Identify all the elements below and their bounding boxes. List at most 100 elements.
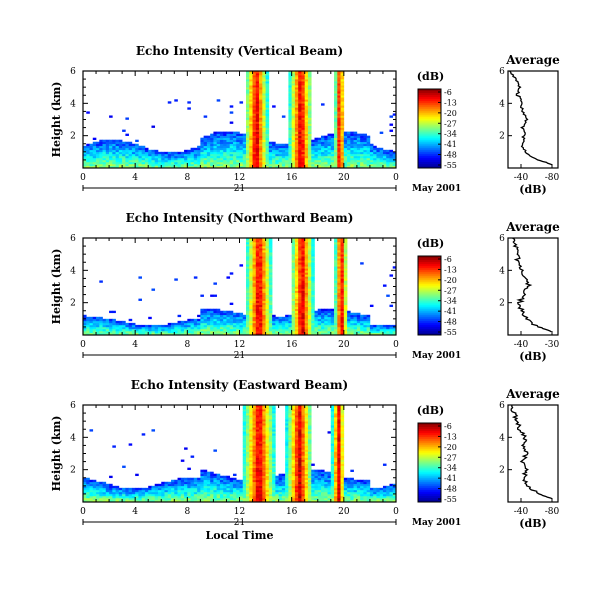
heatmap-cell: [219, 489, 224, 493]
heatmap-cell: [203, 163, 208, 167]
heatmap-cell: [334, 155, 338, 159]
heatmap-cell: [301, 127, 306, 130]
heatmap-cell: [291, 489, 296, 493]
heatmap-cell: [249, 165, 253, 169]
heatmap-cell: [255, 445, 260, 448]
heatmap-cell: [229, 157, 234, 161]
heatmap-cell: [249, 461, 253, 464]
heatmap-cell: [138, 155, 142, 159]
heatmap-cell: [291, 312, 296, 316]
heatmap-cell: [343, 131, 348, 134]
heatmap-cell: [340, 73, 345, 76]
heatmap-cell: [285, 441, 289, 444]
heatmap-cell: [174, 165, 178, 169]
heatmap-cell: [249, 286, 253, 289]
heatmap-cell: [249, 95, 253, 98]
colorbar-swatch: [418, 271, 441, 275]
colorbar-tick-label: -13: [444, 265, 457, 274]
heatmap-cell: [291, 286, 296, 289]
heatmap-cell: [213, 145, 217, 149]
heatmap-cell: [206, 155, 211, 159]
heatmap-cell: [200, 483, 204, 487]
heatmap-cell: [330, 137, 335, 141]
heatmap-cell: [307, 161, 312, 165]
heatmap-cell: [294, 133, 299, 136]
heatmap-cell: [298, 290, 302, 293]
heatmap-cell: [223, 320, 227, 324]
heatmap-cell: [268, 163, 273, 167]
heatmap-cell: [229, 121, 234, 124]
heatmap-cell: [304, 143, 309, 147]
heatmap-cell: [118, 139, 123, 143]
heatmap-cell: [262, 266, 266, 269]
heatmap-cell: [109, 493, 113, 497]
heatmap-cell: [288, 155, 292, 159]
heatmap-cell: [262, 453, 266, 456]
heatmap-cell: [288, 314, 292, 318]
heatmap-cell: [246, 419, 250, 422]
heatmap-cell: [327, 324, 332, 328]
heatmap-cell: [360, 165, 364, 169]
colorbar-swatch: [418, 263, 441, 267]
heatmap-cell: [262, 238, 266, 241]
heatmap-cell: [265, 439, 270, 442]
heatmap-cell: [102, 481, 107, 485]
heatmap-cell: [200, 157, 204, 161]
profile-x-tick-label: -80: [545, 173, 560, 183]
heatmap-cell: [350, 318, 354, 322]
heatmap-cell: [249, 332, 253, 336]
heatmap-cell: [337, 71, 341, 74]
heatmap-cell: [288, 139, 292, 143]
heatmap-cell: [327, 163, 332, 167]
heatmap-cell: [242, 433, 247, 436]
heatmap-cell: [190, 159, 195, 163]
heatmap-cell: [102, 485, 107, 489]
heatmap-cell: [200, 471, 204, 475]
heatmap-cell: [265, 109, 270, 112]
heatmap-cell: [262, 443, 266, 446]
heatmap-cell: [252, 254, 257, 257]
heatmap-cell: [353, 161, 358, 165]
heatmap-cell: [334, 147, 338, 151]
heatmap-cell: [246, 453, 250, 456]
heatmap-cell: [174, 481, 178, 485]
heatmap-cell: [92, 149, 97, 153]
heatmap-cell: [216, 159, 221, 163]
heatmap-cell: [376, 332, 380, 336]
heatmap-cell: [262, 97, 266, 100]
heatmap-cell: [249, 489, 253, 493]
heatmap-cell: [239, 489, 244, 493]
heatmap-cell: [285, 445, 289, 448]
heatmap-cell: [259, 497, 263, 501]
heatmap-cell: [115, 322, 120, 326]
heatmap-cell: [301, 103, 306, 106]
heatmap-cell: [262, 268, 266, 271]
heatmap-cell: [334, 161, 338, 165]
heatmap-cell: [298, 101, 302, 104]
heatmap-cell: [262, 306, 266, 310]
heatmap-cell: [262, 324, 266, 328]
heatmap-cell: [206, 491, 211, 495]
heatmap-cell: [324, 135, 328, 138]
heatmap-cell: [223, 485, 227, 489]
heatmap-cell: [304, 266, 309, 269]
heatmap-cell: [272, 328, 276, 332]
heatmap-cell: [317, 332, 322, 336]
heatmap-cell: [226, 481, 231, 485]
heatmap-cell: [200, 163, 204, 167]
heatmap-cell: [161, 330, 165, 334]
heatmap-cell: [171, 151, 175, 155]
heatmap-cell: [161, 165, 165, 169]
heatmap-cell: [376, 330, 380, 334]
heatmap-cell: [392, 266, 397, 269]
heatmap-cell: [200, 493, 204, 497]
heatmap-cell: [265, 316, 270, 320]
heatmap-cell: [229, 105, 234, 108]
heatmap-cell: [291, 471, 296, 475]
heatmap-cell: [262, 77, 266, 80]
heatmap-cell: [197, 324, 201, 328]
heatmap-cell: [115, 330, 120, 334]
heatmap-cell: [334, 117, 338, 120]
heatmap-cell: [96, 324, 100, 328]
heatmap-cell: [164, 155, 169, 159]
